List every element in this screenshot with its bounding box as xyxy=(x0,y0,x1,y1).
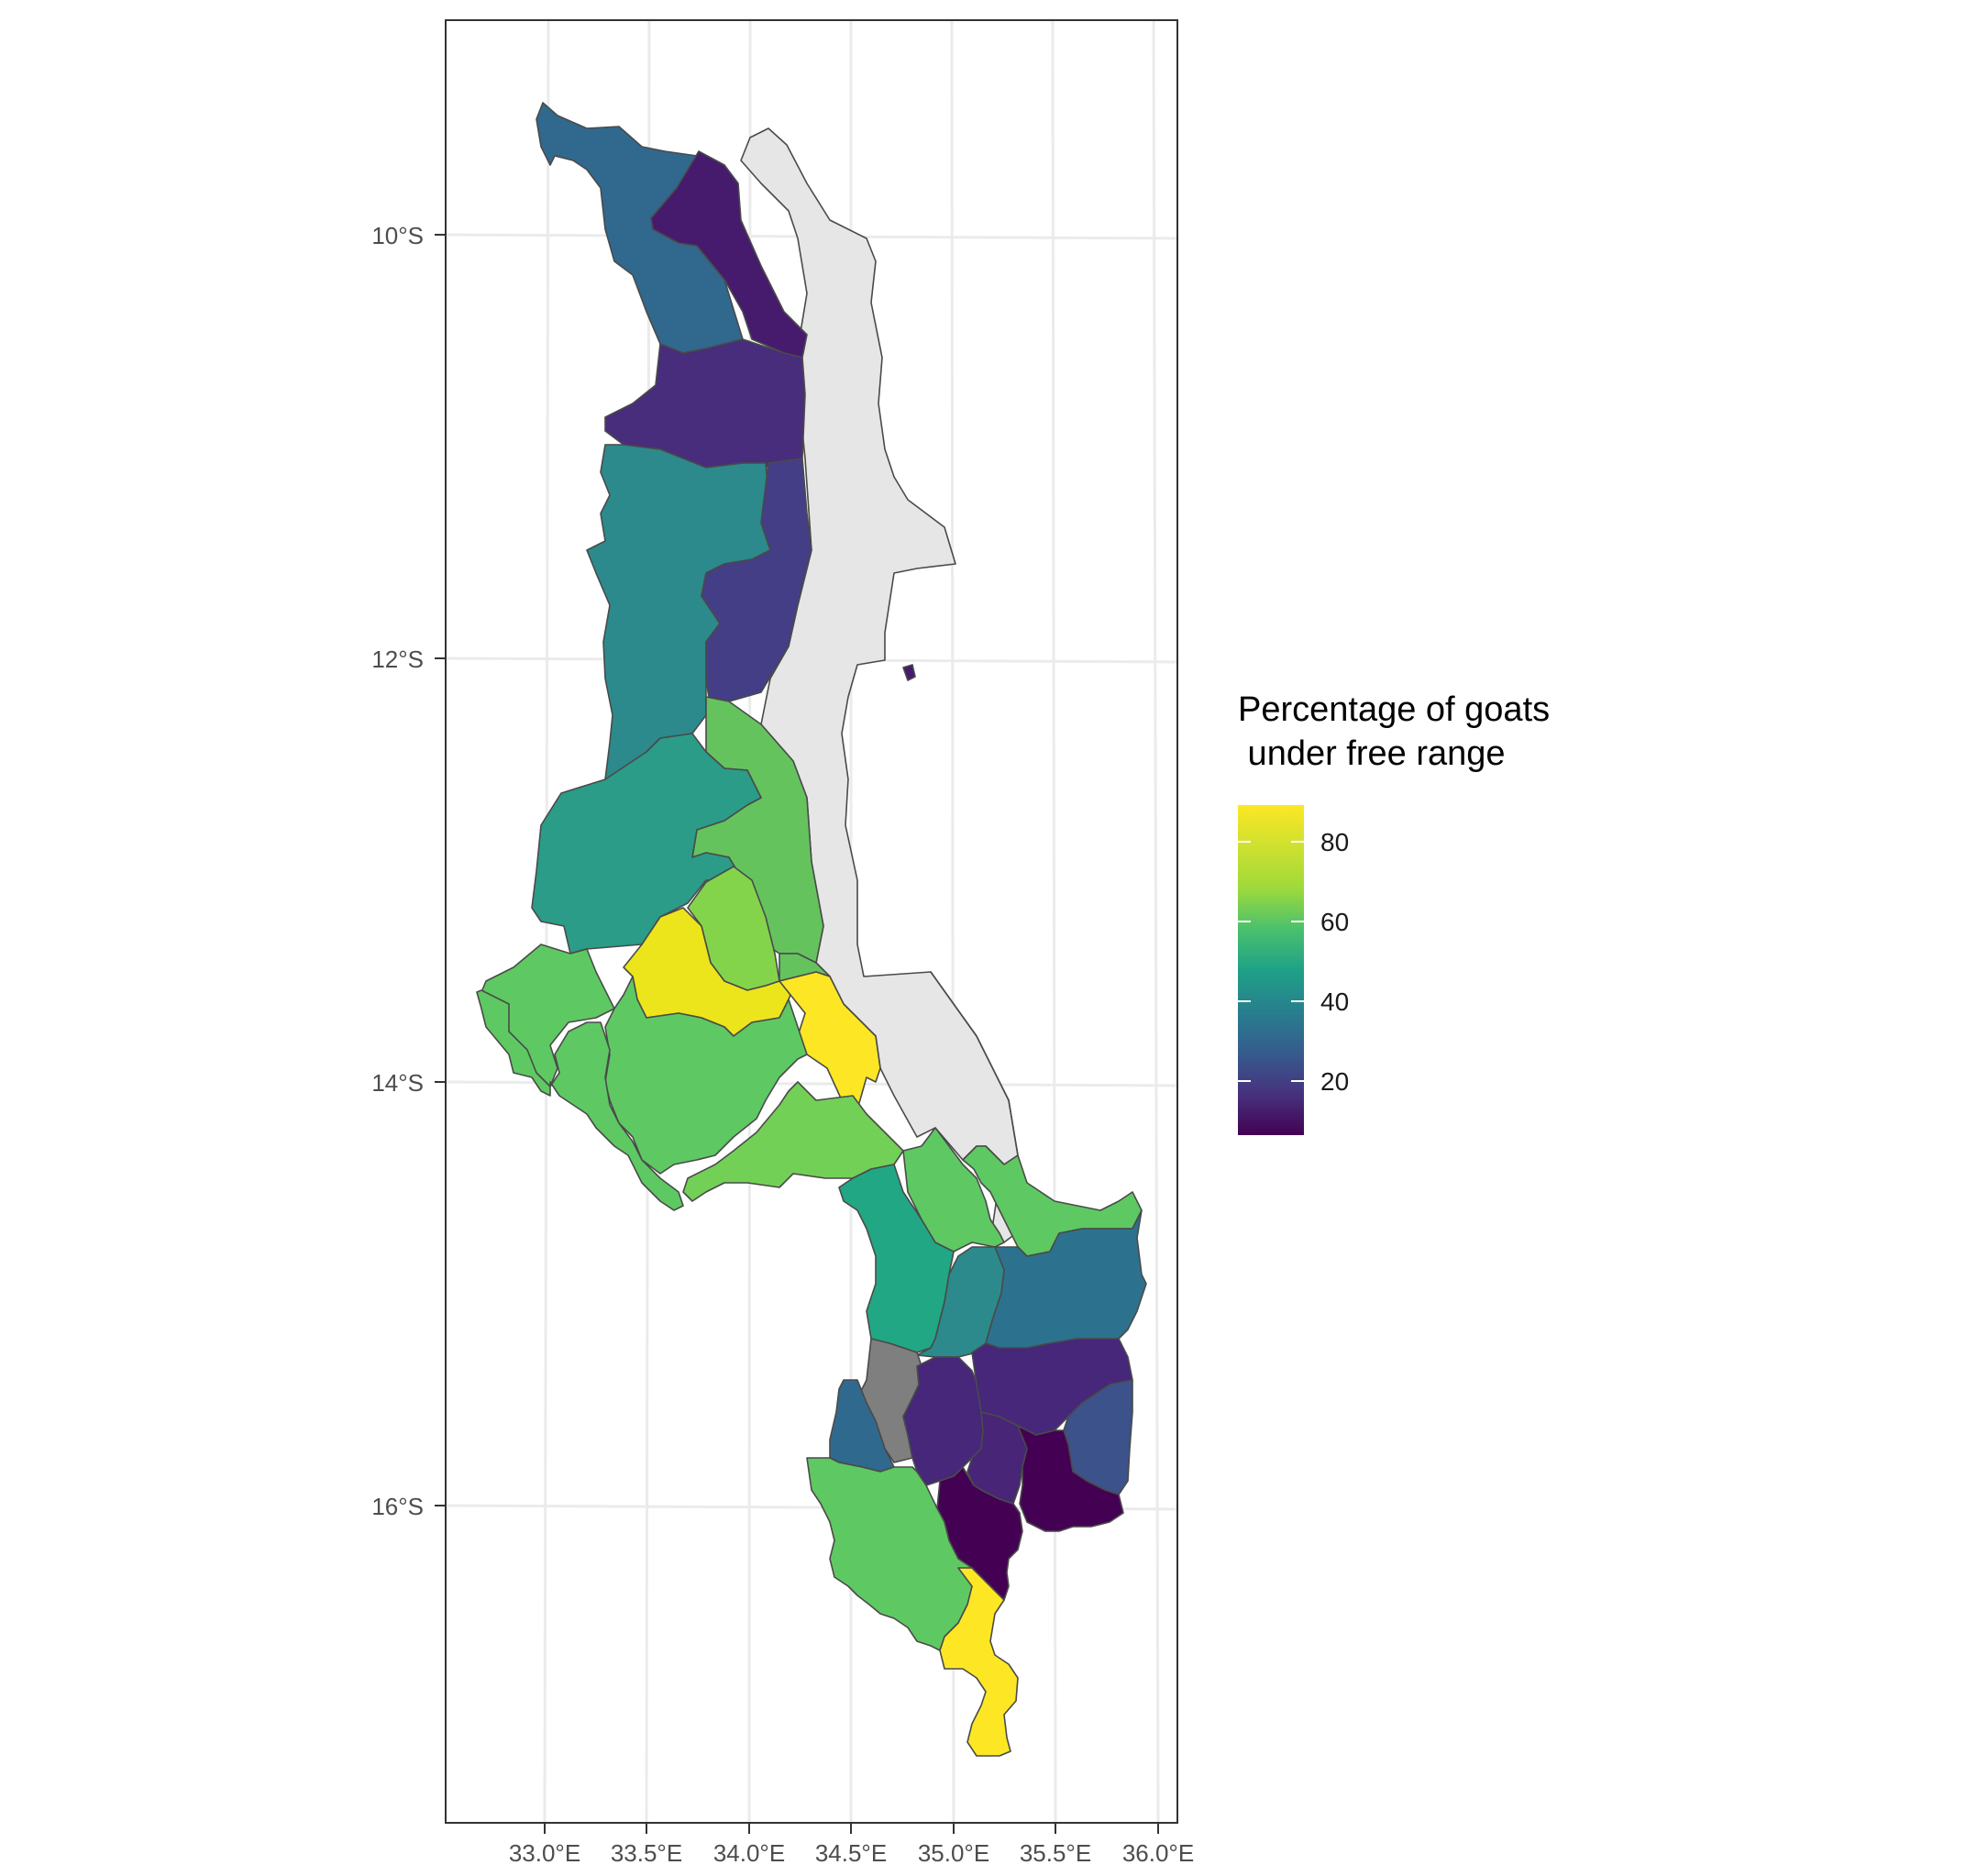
districts xyxy=(476,102,1147,1757)
y-tick-label: 12°S xyxy=(371,646,424,673)
y-tick-label: 16°S xyxy=(371,1493,424,1520)
district-likoma xyxy=(902,664,916,681)
district-ntcheu xyxy=(838,1164,955,1353)
plot-panel xyxy=(445,19,1178,1824)
legend-colorbar xyxy=(1238,805,1304,1135)
x-tick-label: 35.0°E xyxy=(918,1839,989,1867)
y-tick-label: 14°S xyxy=(371,1069,424,1097)
district-nsanje xyxy=(939,1567,1019,1757)
x-tick-label: 36.0°E xyxy=(1122,1839,1194,1867)
x-tick-label: 34.5°E xyxy=(815,1839,887,1867)
x-tick-label: 34.0°E xyxy=(713,1839,785,1867)
legend-ticks xyxy=(1238,841,1304,1082)
legend-title-line2: under free range xyxy=(1238,734,1506,773)
x-tick-label: 33.0°E xyxy=(509,1839,580,1867)
district-dedza xyxy=(682,1081,904,1202)
y-tick-label: 10°S xyxy=(371,222,424,249)
legend-title-line1: Percentage of goats xyxy=(1238,690,1550,729)
legend-label: 80 xyxy=(1320,828,1349,856)
district-mchinji-west xyxy=(476,989,684,1211)
district-dedza-east xyxy=(902,1127,1005,1253)
y-axis: 10°S 12°S 14°S 16°S xyxy=(371,222,446,1520)
panel-border xyxy=(445,19,1178,1824)
district-karonga xyxy=(650,150,808,359)
legend-label: 20 xyxy=(1320,1067,1349,1096)
x-tick-label: 33.5°E xyxy=(611,1839,682,1867)
x-axis: 33.0°E 33.5°E 34.0°E 34.5°E 35.0°E 35.5°… xyxy=(509,1823,1194,1867)
legend-label: 60 xyxy=(1320,908,1349,936)
district-mulanje xyxy=(1017,1425,1124,1532)
legend: Percentage of goats under free range 80 … xyxy=(1238,690,1550,1135)
district-nkhata-bay xyxy=(701,458,812,712)
legend-label: 40 xyxy=(1320,988,1349,1016)
x-tick-label: 35.5°E xyxy=(1020,1839,1091,1867)
